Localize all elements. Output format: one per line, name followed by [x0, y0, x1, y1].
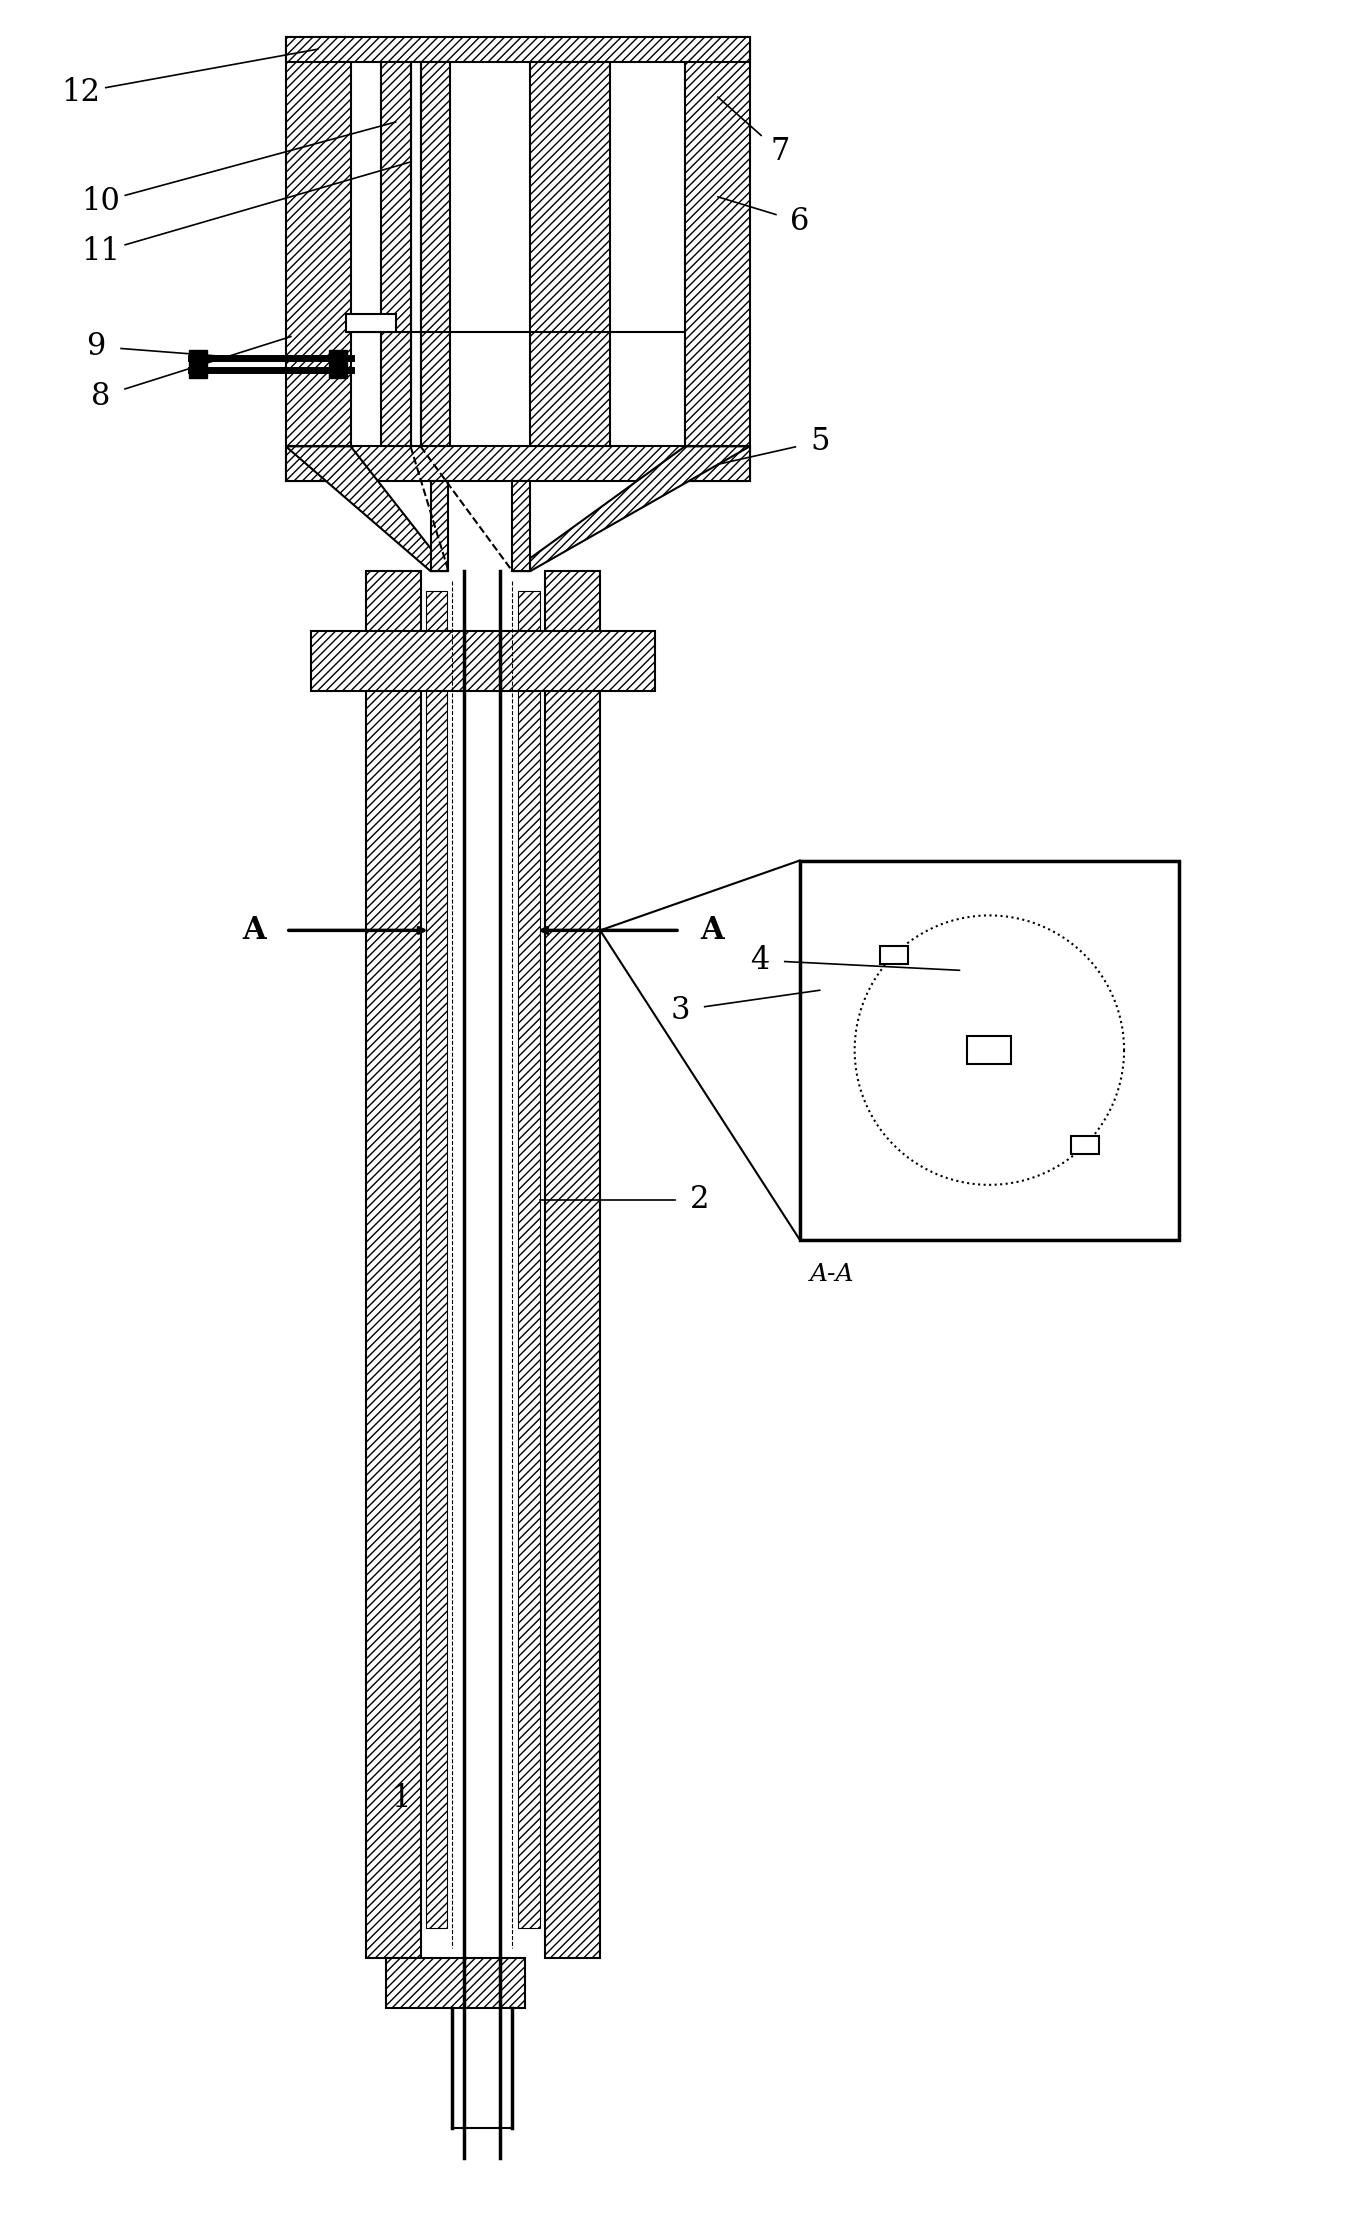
Text: 6: 6 — [790, 207, 809, 238]
Bar — [328, 349, 347, 378]
Bar — [545, 572, 601, 1959]
Text: 12: 12 — [61, 76, 101, 107]
Text: 11: 11 — [82, 236, 121, 267]
Circle shape — [910, 971, 1069, 1131]
Bar — [685, 38, 750, 481]
Text: A: A — [242, 915, 266, 946]
Bar — [286, 447, 750, 481]
Bar — [799, 861, 1179, 1240]
Bar — [425, 592, 448, 1928]
Text: 5: 5 — [810, 425, 829, 456]
Bar — [286, 38, 350, 481]
Text: 4: 4 — [750, 944, 770, 975]
Text: 3: 3 — [670, 995, 689, 1026]
Bar — [189, 349, 207, 378]
Bar — [365, 572, 421, 1959]
Bar — [311, 630, 655, 690]
Bar — [512, 481, 530, 572]
Bar — [286, 38, 750, 62]
Bar — [421, 62, 451, 447]
Bar — [519, 592, 541, 1928]
Text: 7: 7 — [770, 136, 790, 167]
Bar — [385, 1959, 526, 2008]
Text: 9: 9 — [87, 332, 106, 363]
Bar — [346, 314, 395, 332]
Bar — [1071, 1137, 1099, 1155]
Text: 10: 10 — [82, 187, 121, 218]
Bar — [967, 1035, 1012, 1064]
Text: 8: 8 — [91, 381, 110, 412]
Bar — [430, 481, 448, 572]
Polygon shape — [286, 447, 448, 572]
Text: A-A: A-A — [810, 1262, 854, 1287]
Bar — [380, 62, 410, 447]
Bar — [530, 62, 610, 447]
Bar — [880, 946, 908, 964]
Text: A: A — [700, 915, 723, 946]
Text: 2: 2 — [691, 1184, 710, 1215]
Polygon shape — [512, 447, 750, 572]
Text: 1: 1 — [391, 1783, 410, 1814]
